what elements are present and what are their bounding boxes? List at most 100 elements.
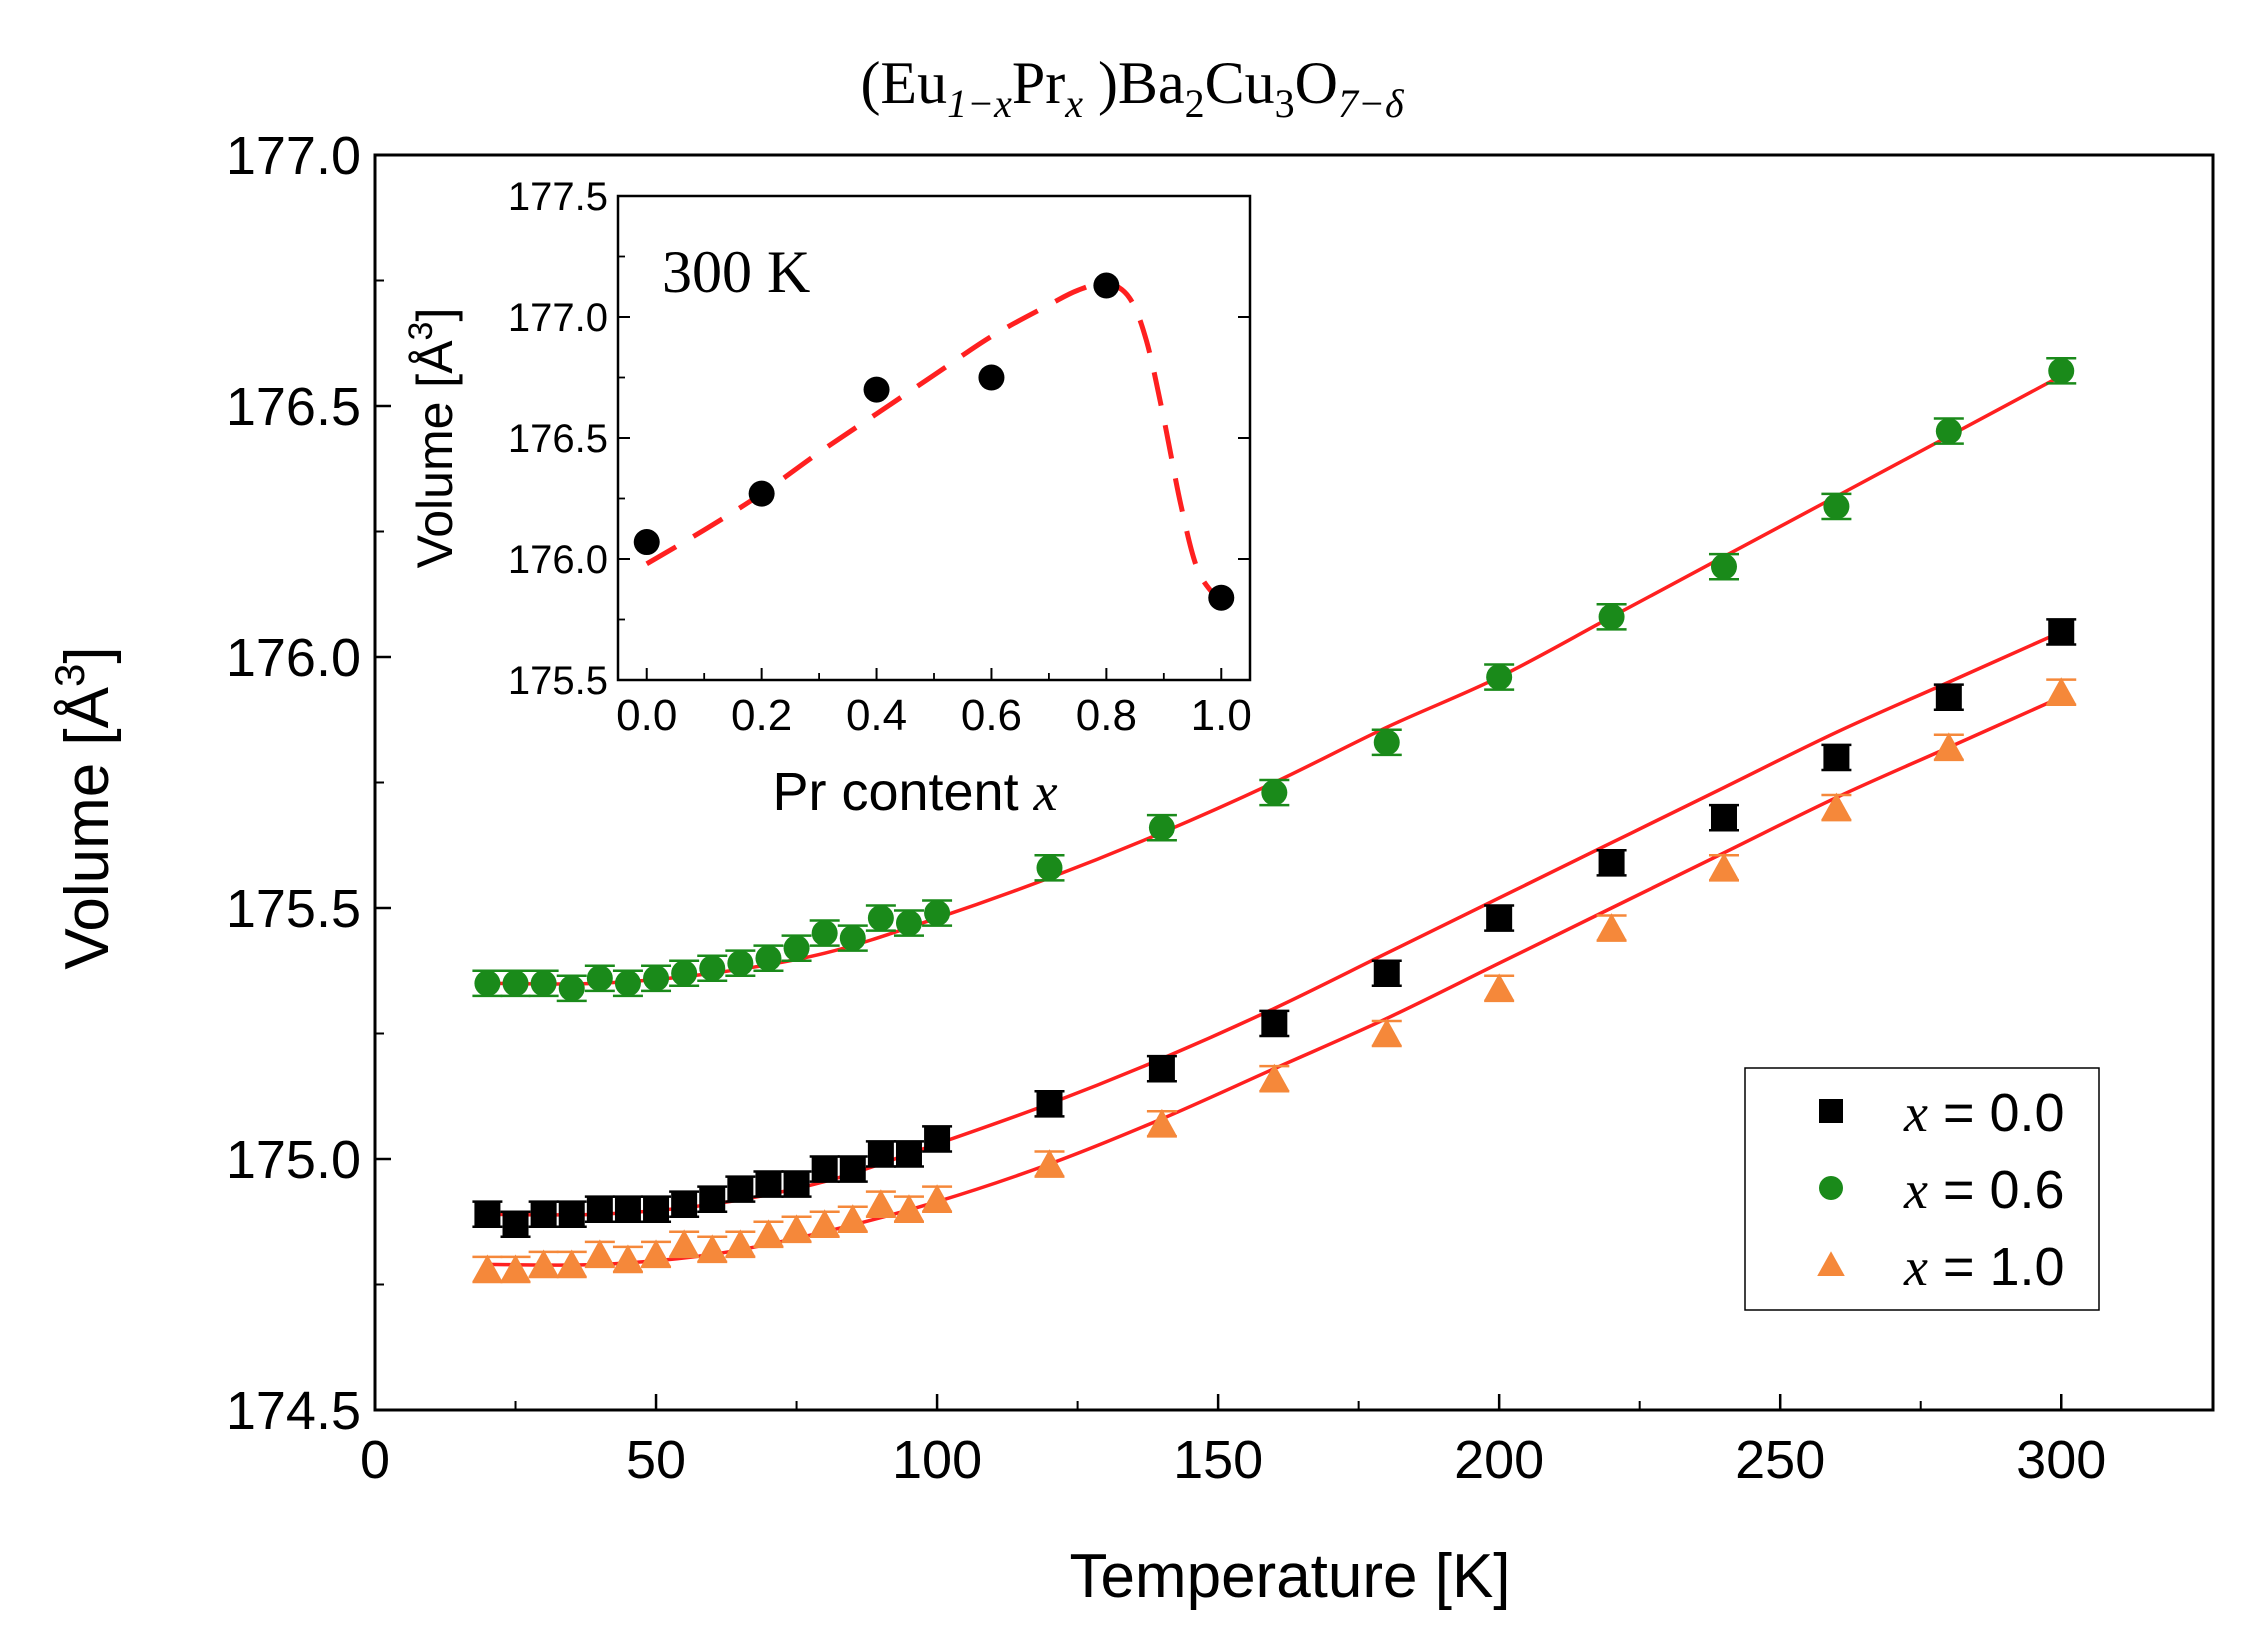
marker xyxy=(922,1184,953,1212)
marker xyxy=(809,1209,840,1237)
main-y-tick-label: 176.0 xyxy=(226,628,361,688)
main-x-tick-label: 50 xyxy=(626,1430,686,1490)
legend-value: = 0.6 xyxy=(1928,1160,2065,1220)
data-point xyxy=(725,949,756,978)
marker xyxy=(1371,1018,1402,1046)
data-point xyxy=(472,1254,503,1284)
marker xyxy=(1596,913,1627,941)
inset-data-point xyxy=(748,480,775,507)
data-point xyxy=(500,1254,531,1284)
marker xyxy=(1710,804,1737,831)
data-point xyxy=(1034,854,1065,882)
legend-value: = 1.0 xyxy=(1928,1237,2065,1297)
legend-box xyxy=(1744,1067,2100,1311)
inset-x-tick-label: 0.4 xyxy=(846,691,907,740)
inset-data-point xyxy=(863,376,890,403)
data-point xyxy=(865,1189,896,1218)
data-point xyxy=(472,1200,503,1229)
main-plot-frame xyxy=(373,153,2215,1412)
marker xyxy=(1259,1063,1290,1091)
data-point xyxy=(1596,603,1627,631)
marker xyxy=(725,1229,756,1257)
marker xyxy=(867,1140,894,1167)
data-point xyxy=(528,1249,559,1279)
marker xyxy=(924,1125,951,1152)
marker xyxy=(697,1234,728,1262)
data-point xyxy=(641,1239,672,1269)
title-sub: 7−δ xyxy=(1338,81,1405,126)
marker xyxy=(837,1204,868,1232)
data-point xyxy=(1821,743,1852,772)
title-part: O xyxy=(1295,50,1338,116)
data-point xyxy=(725,1175,756,1203)
data-point xyxy=(1484,973,1515,1003)
inset-y-axis-label: Volume [Å3] xyxy=(402,308,463,569)
legend-var: x xyxy=(1903,1237,1928,1297)
marker xyxy=(783,1171,810,1198)
marker xyxy=(699,1186,726,1213)
legend: x = 0.0x = 0.6x = 1.0 xyxy=(1744,1067,2100,1311)
data-point xyxy=(1933,683,1964,711)
data-point xyxy=(1146,1108,1177,1138)
main-x-tick-label: 250 xyxy=(1735,1430,1825,1490)
data-point xyxy=(725,1229,756,1259)
marker xyxy=(2048,618,2075,645)
data-point xyxy=(528,969,559,998)
marker xyxy=(755,945,782,972)
inset-x-tick-label: 0.2 xyxy=(731,691,792,740)
legend-var: x xyxy=(1903,1083,1928,1143)
marker xyxy=(811,1156,838,1183)
data-point xyxy=(1484,663,1515,691)
data-point xyxy=(500,969,531,998)
inset-data-point xyxy=(1208,584,1235,611)
marker xyxy=(612,1244,643,1272)
marker xyxy=(2048,357,2075,384)
marker xyxy=(1373,960,1400,987)
data-point xyxy=(556,1200,587,1229)
marker xyxy=(811,920,838,947)
data-point xyxy=(697,1234,728,1264)
inset-y-tick-label: 177.0 xyxy=(508,296,608,340)
legend-marker xyxy=(1817,1251,1845,1277)
marker xyxy=(502,970,529,997)
data-point xyxy=(697,954,728,983)
main-x-tick-label: 300 xyxy=(2016,1430,2106,1490)
marker xyxy=(1598,849,1625,876)
data-point xyxy=(612,1244,643,1274)
title-sub: 3 xyxy=(1275,81,1295,126)
marker xyxy=(1486,664,1513,691)
data-point xyxy=(922,1184,953,1213)
data-point xyxy=(753,944,784,972)
inset-plot-frame xyxy=(616,194,1252,682)
inset-ylabel-text: Volume [Å xyxy=(407,340,463,569)
marker xyxy=(1148,1055,1175,1082)
inset-dashed-guide xyxy=(645,280,1224,605)
marker xyxy=(781,1214,812,1242)
legend-value: = 0.0 xyxy=(1928,1083,2065,1143)
data-point xyxy=(612,1195,643,1223)
marker xyxy=(669,1229,700,1257)
marker xyxy=(1933,732,1964,760)
title-part: )Ba xyxy=(1083,50,1185,116)
main-data-points xyxy=(472,357,2077,1284)
inset-x-tick-label: 0.8 xyxy=(1076,691,1137,740)
inset-guide-line xyxy=(645,280,1224,605)
marker xyxy=(1935,418,1962,445)
marker xyxy=(865,1189,896,1217)
marker xyxy=(2046,677,2077,705)
data-point xyxy=(669,1190,700,1218)
data-point xyxy=(1371,1018,1402,1048)
main-x-tick-label: 150 xyxy=(1173,1430,1263,1490)
data-point xyxy=(2046,357,2077,385)
data-point xyxy=(1933,732,1964,762)
data-point xyxy=(865,904,896,932)
data-point xyxy=(1708,552,1739,581)
marker xyxy=(1598,603,1625,630)
title-part: Cu xyxy=(1205,50,1275,116)
marker xyxy=(502,1211,529,1238)
marker xyxy=(1036,854,1063,881)
main-x-tick-label: 100 xyxy=(892,1430,982,1490)
ylabel-text: Volume [Å xyxy=(53,686,122,969)
marker xyxy=(895,910,922,937)
marker xyxy=(614,1196,641,1223)
